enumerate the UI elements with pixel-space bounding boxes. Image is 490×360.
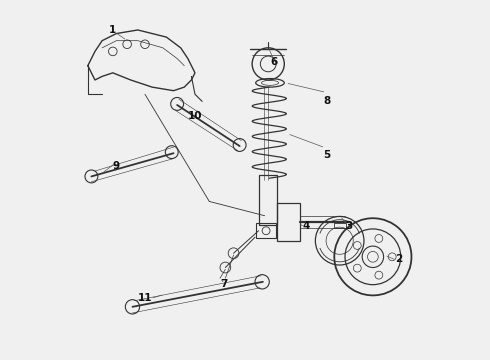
Text: 8: 8: [323, 96, 331, 107]
Text: 1: 1: [109, 25, 117, 35]
Text: 6: 6: [270, 57, 277, 67]
Bar: [259, 175, 277, 225]
Bar: [334, 222, 346, 228]
Text: 2: 2: [395, 253, 402, 264]
Text: 7: 7: [220, 279, 227, 289]
Text: 10: 10: [188, 111, 202, 121]
Text: 4: 4: [302, 221, 309, 231]
Bar: [256, 223, 276, 238]
Bar: [277, 203, 300, 241]
Text: 3: 3: [345, 221, 352, 231]
Text: 11: 11: [138, 293, 152, 303]
Text: 5: 5: [323, 150, 331, 160]
Text: 9: 9: [113, 161, 120, 171]
